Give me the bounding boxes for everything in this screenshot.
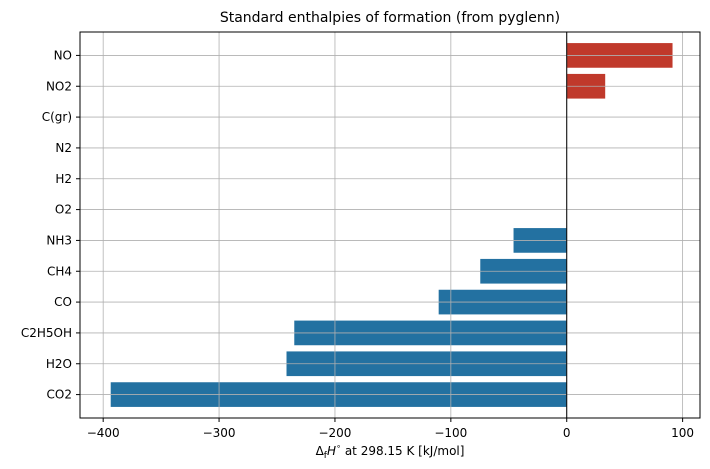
y-tick-label: C(gr) [42, 110, 72, 124]
chart-title: Standard enthalpies of formation (from p… [220, 10, 560, 26]
y-axis-ticks: CO2 H2O C2H5OH CO CH4 NH3 O2 H2 N2 C(gr) NO2 NO [21, 48, 80, 402]
x-tick-label: −400 [87, 426, 120, 440]
y-tick-label: H2O [46, 357, 72, 371]
y-tick-label: NO2 [46, 79, 72, 93]
x-label-h: H [327, 444, 336, 458]
x-label-sub: f [324, 451, 328, 461]
x-tick-label: −100 [434, 426, 467, 440]
x-label-delta: Δ [316, 444, 325, 458]
y-tick-label: CO2 [47, 388, 72, 402]
y-tick-label: CH4 [47, 264, 72, 278]
y-tick-label: NO [54, 48, 72, 62]
bars [110, 43, 673, 407]
y-tick-label: NH3 [46, 233, 72, 247]
x-tick-label: 0 [563, 426, 571, 440]
y-tick-label: C2H5OH [21, 326, 72, 340]
y-tick-label: O2 [55, 203, 72, 217]
x-label-sup: ∘ [336, 442, 341, 451]
x-axis-label: ΔfH∘ at 298.15 K [kJ/mol] [316, 442, 465, 461]
x-label-rest: at 298.15 K [kJ/mol] [341, 444, 464, 458]
x-axis-ticks: −400 −300 −200 −100 0 100 [87, 418, 694, 440]
y-tick-label: N2 [55, 141, 72, 155]
y-tick-label: CO [54, 295, 72, 309]
x-tick-label: −300 [203, 426, 236, 440]
x-tick-label: 100 [671, 426, 694, 440]
x-tick-label: −200 [318, 426, 351, 440]
y-tick-label: H2 [55, 172, 72, 186]
plot-area [79, 31, 701, 419]
y-gridlines [80, 55, 700, 395]
